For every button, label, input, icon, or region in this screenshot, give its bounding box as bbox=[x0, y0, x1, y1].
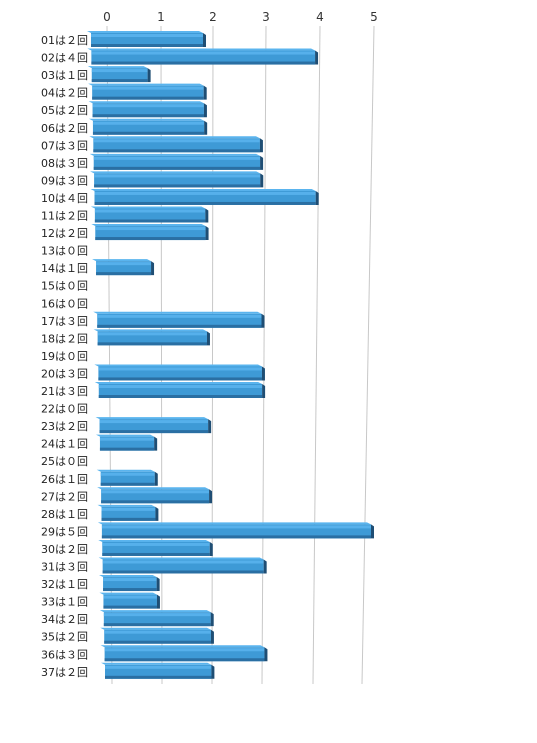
category-label: 03は１回 bbox=[41, 69, 88, 82]
category-label: 20は３回 bbox=[41, 367, 88, 380]
x-tick-label: 2 bbox=[209, 10, 217, 24]
bar bbox=[100, 627, 214, 644]
bar bbox=[97, 522, 374, 539]
bar bbox=[93, 329, 210, 346]
grid-line bbox=[160, 25, 163, 685]
category-label: 12は２回 bbox=[41, 227, 88, 240]
x-tick-label: 0 bbox=[103, 10, 111, 24]
category-label: 14は１回 bbox=[41, 262, 88, 275]
bar bbox=[94, 364, 265, 381]
bar bbox=[88, 101, 207, 118]
category-label: 13は０回 bbox=[41, 245, 88, 258]
category-label: 09は３回 bbox=[41, 174, 88, 187]
grid-lines bbox=[106, 25, 375, 685]
category-label: 05は２回 bbox=[41, 104, 88, 117]
bars bbox=[87, 31, 374, 679]
grid-line bbox=[106, 25, 113, 685]
bar bbox=[98, 539, 213, 556]
category-label: 22は０回 bbox=[41, 403, 88, 416]
category-label: 19は０回 bbox=[41, 350, 88, 363]
category-label: 16は０回 bbox=[41, 297, 88, 310]
bar bbox=[101, 662, 215, 679]
grid-line bbox=[261, 25, 267, 685]
bar bbox=[95, 434, 158, 451]
grid-line bbox=[312, 25, 321, 685]
bar bbox=[92, 259, 155, 276]
x-tick-label: 3 bbox=[262, 10, 270, 24]
category-label: 26は１回 bbox=[41, 473, 88, 486]
bar bbox=[88, 118, 208, 135]
bar bbox=[97, 504, 159, 521]
bar bbox=[96, 469, 158, 486]
category-label: 35は２回 bbox=[41, 631, 88, 644]
category-label: 25は０回 bbox=[41, 455, 88, 468]
bar bbox=[97, 487, 213, 504]
bar bbox=[95, 417, 212, 434]
category-label: 29は５回 bbox=[41, 525, 88, 538]
grid-line bbox=[361, 25, 375, 685]
bar bbox=[87, 66, 151, 83]
category-label: 36は３回 bbox=[41, 648, 88, 661]
bar bbox=[99, 575, 160, 592]
category-label: 07は３回 bbox=[41, 139, 88, 152]
category-label: 15は０回 bbox=[41, 280, 88, 293]
bar bbox=[93, 311, 265, 328]
category-label: 06は２回 bbox=[41, 122, 88, 135]
bar bbox=[87, 31, 206, 47]
category-label: 02は４回 bbox=[41, 52, 88, 65]
category-label: 27は２回 bbox=[41, 490, 88, 503]
bar bbox=[94, 382, 266, 398]
category-label: 31は３回 bbox=[41, 561, 88, 574]
bar bbox=[91, 224, 209, 241]
bar bbox=[89, 136, 263, 153]
category-label: 30は２回 bbox=[41, 543, 88, 556]
bar bbox=[87, 48, 319, 65]
category-label: 24は１回 bbox=[41, 438, 88, 451]
bar bbox=[90, 188, 319, 205]
bar bbox=[90, 206, 209, 223]
category-label: 28は１回 bbox=[41, 508, 88, 521]
category-label: 33は１回 bbox=[41, 596, 88, 609]
category-label: 04は２回 bbox=[41, 87, 88, 100]
category-label: 17は３回 bbox=[41, 315, 88, 328]
bar bbox=[98, 557, 267, 574]
category-label: 10は４回 bbox=[41, 192, 88, 205]
category-label: 23は２回 bbox=[41, 420, 88, 433]
category-label: 08は３回 bbox=[41, 157, 88, 170]
bar bbox=[88, 83, 207, 100]
x-tick-label: 5 bbox=[370, 10, 378, 24]
category-label: 11は２回 bbox=[41, 210, 88, 223]
category-label: 18は２回 bbox=[41, 332, 88, 345]
x-tick-label: 1 bbox=[157, 10, 165, 24]
x-axis-ticks: 0 1 2 3 4 5 bbox=[103, 10, 378, 24]
bar bbox=[100, 645, 268, 662]
category-label: 37は２回 bbox=[41, 666, 88, 679]
bar bbox=[99, 610, 214, 627]
bar bbox=[90, 171, 264, 188]
bar bbox=[99, 592, 160, 609]
category-labels: 01は２回 02は４回 03は１回 04は２回 05は２回 06は２回 07は３回 08は３回… bbox=[41, 34, 88, 679]
bar bbox=[89, 153, 264, 170]
grid-line bbox=[211, 25, 214, 685]
category-label: 21は３回 bbox=[41, 385, 88, 398]
x-tick-label: 4 bbox=[316, 10, 324, 24]
category-label: 34は２回 bbox=[41, 613, 88, 626]
category-label: 32は１回 bbox=[41, 578, 88, 591]
category-label: 01は２回 bbox=[41, 34, 88, 47]
